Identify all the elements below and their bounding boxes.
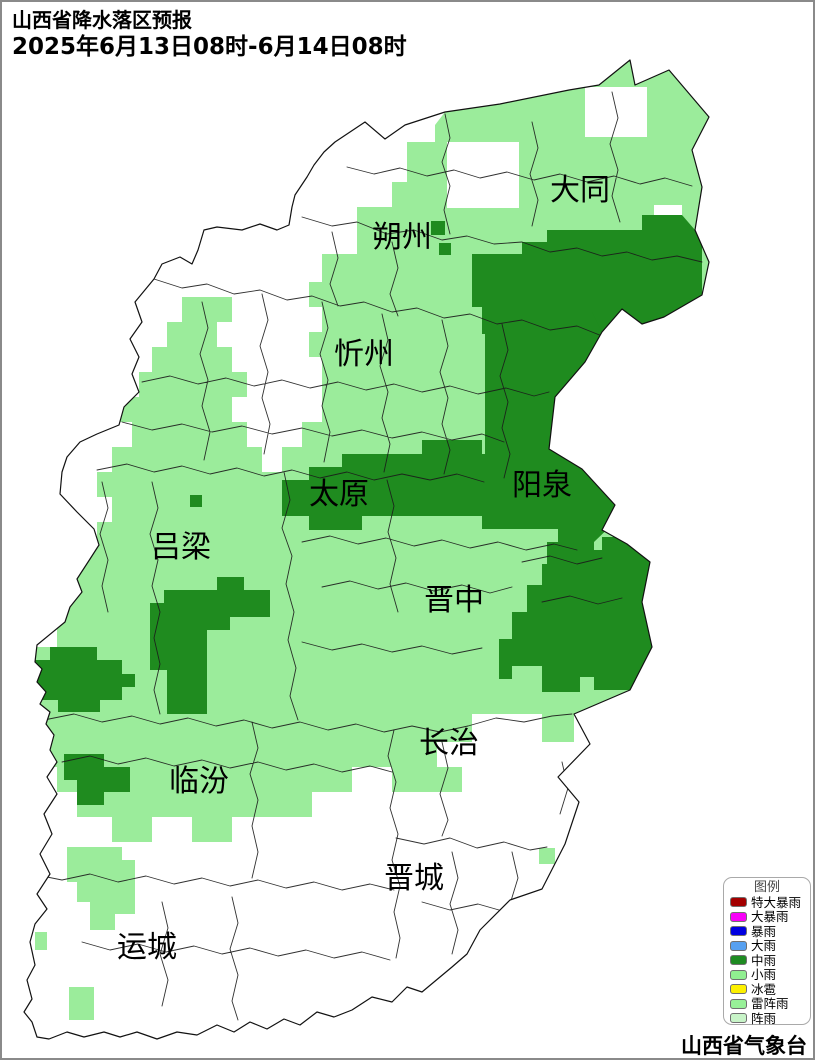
legend-swatch-extreme-rainstorm (730, 897, 747, 908)
legend-row: 小雨 (730, 968, 810, 983)
no-rain-hole-ne-1 (585, 87, 647, 137)
moderate-rain-taiyuan-yangquan-band (282, 440, 620, 542)
moderate-rain-dot-lvliang (190, 495, 202, 507)
city-label-changzhi: 长治 (419, 726, 479, 761)
city-label-yangquan: 阳泉 (512, 468, 572, 503)
legend-row: 中雨 (730, 953, 810, 968)
legend-label: 大暴雨 (751, 909, 789, 925)
city-label-datong: 大同 (550, 173, 610, 208)
moderate-rain-east-central (499, 537, 652, 692)
legend-row: 特大暴雨 (730, 895, 810, 910)
legend-label: 大雨 (751, 938, 777, 954)
title-block: 山西省降水落区预报 2025年6月13日08时-6月14日08时 (12, 7, 407, 61)
legend-swatch-heavy-rainstorm (730, 911, 747, 922)
city-label-taiyuan: 太原 (309, 477, 369, 512)
city-label-lvliang: 吕梁 (151, 530, 211, 565)
issuing-agency: 山西省气象台 (681, 1034, 807, 1058)
legend-label: 中雨 (751, 952, 777, 968)
city-label-yuncheng: 运城 (117, 930, 177, 965)
no-rain-hole-zuoyun (447, 142, 519, 208)
legend: 图例 特大暴雨 大暴雨 暴雨 大雨 中雨 小雨 冰雹 (723, 877, 811, 1025)
legend-row: 暴雨 (730, 924, 810, 939)
rain-areas (35, 60, 709, 1020)
legend-swatch-shower (730, 1013, 747, 1024)
light-rain-cell-jincheng (539, 848, 555, 864)
moderate-rain-dot-shuozhou-1 (431, 221, 445, 235)
county-boundaries (31, 91, 703, 1021)
legend-row: 雷阵雨 (730, 997, 810, 1012)
city-label-jinzhong: 晋中 (424, 583, 484, 618)
city-labels: 大同 朔州 忻州 太原 阳泉 吕梁 晋中 长治 临汾 晋城 运城 (117, 173, 610, 965)
legend-swatch-heavy-rain (730, 940, 747, 951)
legend-label: 冰雹 (751, 981, 777, 997)
legend-label: 暴雨 (751, 923, 777, 939)
legend-title: 图例 (753, 880, 780, 895)
light-rain-patch-yuncheng (69, 987, 94, 1020)
legend-swatch-moderate-rain (730, 955, 747, 966)
legend-row: 大暴雨 (730, 910, 810, 925)
moderate-rain-lvliang (150, 577, 270, 714)
legend-row: 大雨 (730, 939, 810, 954)
county-lines-north (121, 91, 703, 479)
page-title: 山西省降水落区预报 (12, 8, 192, 32)
forecast-period: 2025年6月13日08时-6月14日08时 (12, 34, 407, 60)
legend-label: 特大暴雨 (751, 894, 802, 910)
legend-label: 阵雨 (751, 1010, 777, 1026)
light-rain-patch-linfen-sw (67, 847, 135, 930)
legend-swatch-rainstorm (730, 926, 747, 937)
city-label-linfen: 临汾 (169, 764, 229, 799)
moderate-rain-dot-shuozhou-2 (439, 243, 451, 255)
legend-row: 阵雨 (730, 1011, 810, 1026)
county-lines-central (43, 463, 623, 733)
legend-label: 雷阵雨 (751, 996, 789, 1012)
legend-label: 小雨 (751, 967, 777, 983)
county-lines-south (31, 721, 569, 1021)
legend-swatch-light-rain (730, 969, 747, 980)
moderate-rain-west-edge (35, 647, 135, 712)
city-label-jincheng: 晋城 (384, 861, 444, 896)
light-rain-cell-west-edge (35, 932, 47, 950)
legend-swatch-hail (730, 984, 747, 995)
city-label-shuozhou: 朔州 (372, 220, 432, 255)
city-label-xinzhou: 忻州 (334, 337, 394, 372)
legend-row: 冰雹 (730, 982, 810, 997)
province-outline (23, 59, 710, 1040)
legend-swatch-thundershower (730, 998, 747, 1009)
moderate-rain-linfen-west (64, 754, 130, 805)
